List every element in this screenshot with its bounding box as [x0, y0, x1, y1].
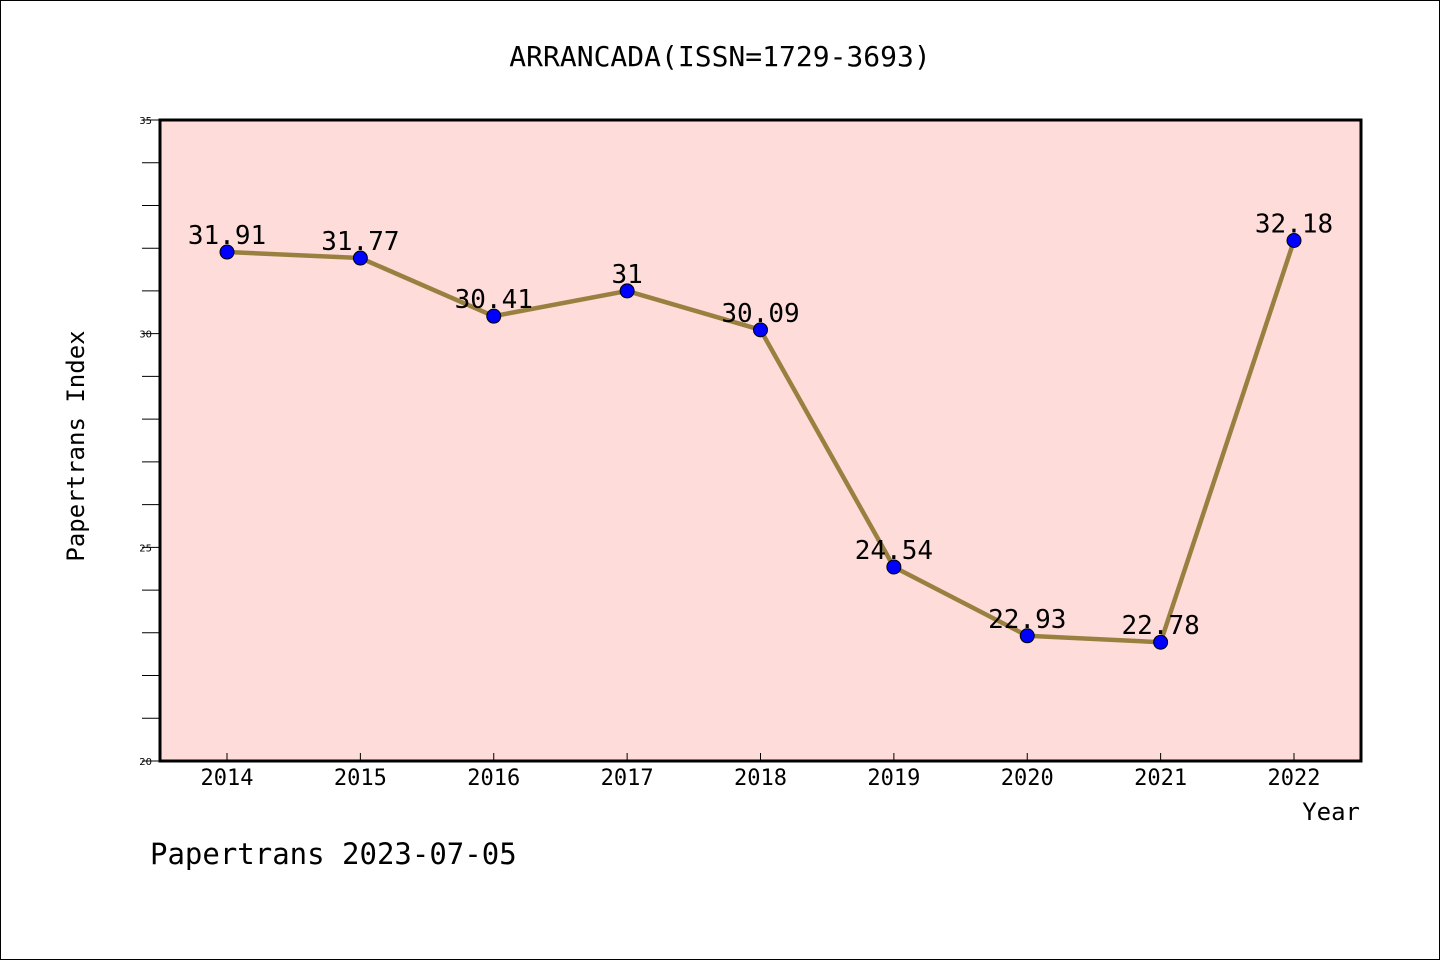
data-point — [1019, 628, 1035, 644]
x-tick-label: 2019 — [867, 766, 920, 791]
chart-title: ARRANCADA(ISSN=1729-3693) — [509, 40, 930, 73]
y-axis-label: Papertrans Index — [62, 330, 90, 561]
x-tick-label: 2022 — [1268, 766, 1321, 791]
plot-area — [158, 118, 1363, 763]
footer-text: Papertrans 2023-07-05 — [150, 837, 517, 871]
data-point — [619, 283, 635, 299]
x-axis-label: Year — [1302, 798, 1360, 826]
data-label: 31 — [611, 260, 642, 290]
y-tick-label: 35 — [139, 116, 152, 127]
data-point — [1286, 233, 1302, 249]
x-axis: 2014 2015 2016 2017 2018 2019 2020 2021 2022 — [201, 753, 1321, 791]
x-tick-label: 2018 — [734, 766, 787, 791]
data-label: 30.09 — [721, 299, 799, 329]
x-tick-label: 2015 — [334, 766, 387, 791]
data-point — [219, 244, 235, 260]
x-tick-label: 2021 — [1134, 766, 1187, 791]
data-point — [486, 308, 502, 324]
x-tick-label: 2014 — [201, 766, 254, 791]
data-point — [753, 322, 768, 338]
data-label: 30.41 — [455, 285, 533, 315]
data-label: 22.93 — [988, 605, 1066, 635]
data-label: 32.18 — [1255, 210, 1333, 240]
data-point — [886, 559, 902, 575]
y-tick-label: 25 — [139, 543, 152, 554]
y-tick-label: 30 — [139, 330, 152, 341]
data-label: 31.91 — [188, 221, 266, 251]
data-label: 24.54 — [855, 536, 933, 566]
x-tick-label: 2016 — [467, 766, 520, 791]
data-point — [1153, 634, 1169, 650]
data-label: 31.77 — [321, 227, 399, 257]
y-axis: 20 25 30 35 — [139, 116, 160, 768]
y-tick-label: 20 — [139, 757, 152, 768]
x-tick-label: 2017 — [601, 766, 654, 791]
data-label: 22.78 — [1121, 611, 1199, 641]
series-layer: 31.91 31.77 30.41 31 30.09 24.54 22.93 22.78 32.… — [188, 210, 1333, 650]
data-point — [352, 250, 368, 266]
x-tick-label: 2020 — [1001, 766, 1054, 791]
